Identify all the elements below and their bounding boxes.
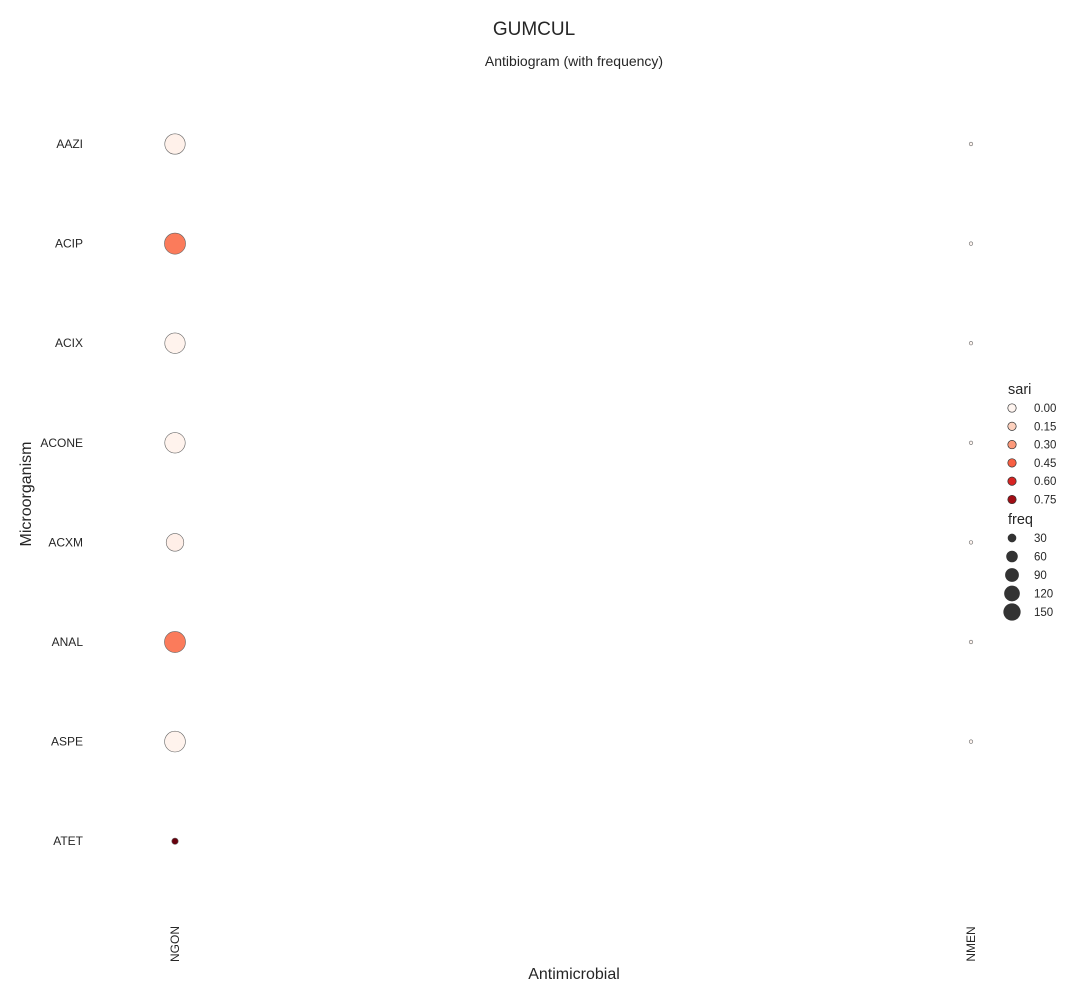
legend-size-label-4: 150	[1034, 607, 1053, 619]
x-tick-label-nmen: NMEN	[964, 926, 978, 961]
legend-hue-label-5: 0.75	[1034, 495, 1056, 507]
x-tick-labels: NGON NMEN	[168, 926, 978, 962]
legend-hue-marker-2	[1007, 440, 1017, 450]
x-axis-label: Antimicrobial	[528, 966, 620, 983]
point-ngon-anal	[164, 631, 186, 653]
y-tick-label-anal: ANAL	[52, 635, 84, 649]
legend-hue-title: sari	[1008, 382, 1031, 398]
point-ngon-acxm	[165, 533, 185, 552]
point-nmen-aspe	[968, 739, 974, 744]
legend-size-label-1: 60	[1034, 552, 1047, 564]
point-nmen-aazi	[968, 141, 974, 147]
point-nmen-acip	[968, 241, 974, 246]
legend-hue-label-1: 0.15	[1034, 421, 1056, 433]
y-axis-label: Microorganism	[18, 442, 35, 547]
legend: sari 0.00 0.15 0.30 0.45 0.60 0.75 freq 30 60 9…	[1003, 382, 1056, 621]
y-tick-label-atet: ATET	[53, 834, 83, 848]
point-nmen-acxm	[968, 540, 974, 545]
chart-suptitle: GUMCUL	[493, 19, 575, 40]
legend-hue-label-0: 0.00	[1034, 403, 1056, 415]
legend-size-marker-4	[1003, 603, 1021, 621]
legend-hue-marker-0	[1007, 403, 1017, 413]
point-ngon-aspe	[164, 730, 186, 753]
y-tick-label-acip: ACIP	[55, 237, 83, 251]
point-ngon-acip	[164, 232, 186, 255]
y-tick-label-acxm: ACXM	[48, 535, 83, 549]
point-nmen-anal	[968, 639, 974, 645]
legend-hue-label-2: 0.30	[1034, 440, 1056, 452]
legend-hue-marker-5	[1007, 494, 1017, 505]
x-tick-label-ngon: NGON	[168, 926, 182, 962]
legend-hue-marker-3	[1007, 458, 1017, 468]
data-points	[164, 133, 974, 845]
legend-size-marker-2	[1005, 568, 1019, 582]
chart-title: Antibiogram (with frequency)	[485, 53, 663, 69]
legend-size-label-3: 120	[1034, 589, 1053, 601]
point-nmen-acone	[968, 440, 974, 445]
point-ngon-aazi	[164, 133, 186, 155]
legend-hue-label-3: 0.45	[1034, 458, 1056, 470]
point-ngon-atet	[171, 837, 179, 845]
legend-size-label-2: 90	[1034, 570, 1047, 582]
legend-size-title: freq	[1008, 512, 1033, 528]
legend-size-marker-1	[1006, 550, 1018, 563]
y-tick-label-aspe: ASPE	[51, 735, 83, 749]
legend-size-label-0: 30	[1034, 533, 1047, 545]
y-tick-label-acix: ACIX	[55, 336, 83, 350]
legend-hue-label-4: 0.60	[1034, 476, 1056, 488]
legend-hue-marker-4	[1007, 476, 1017, 486]
point-ngon-acone	[164, 432, 186, 454]
legend-size-marker-0	[1007, 533, 1017, 543]
point-nmen-acix	[968, 341, 974, 346]
y-tick-label-aazi: AAZI	[56, 137, 83, 151]
legend-hue-marker-1	[1007, 421, 1017, 431]
y-tick-label-acone: ACONE	[40, 436, 83, 450]
legend-size-marker-3	[1004, 585, 1020, 602]
y-tick-labels: AAZI ACIP ACIX ACONE ACXM ANAL ASPE ATET	[40, 137, 83, 848]
point-ngon-acix	[164, 332, 186, 354]
